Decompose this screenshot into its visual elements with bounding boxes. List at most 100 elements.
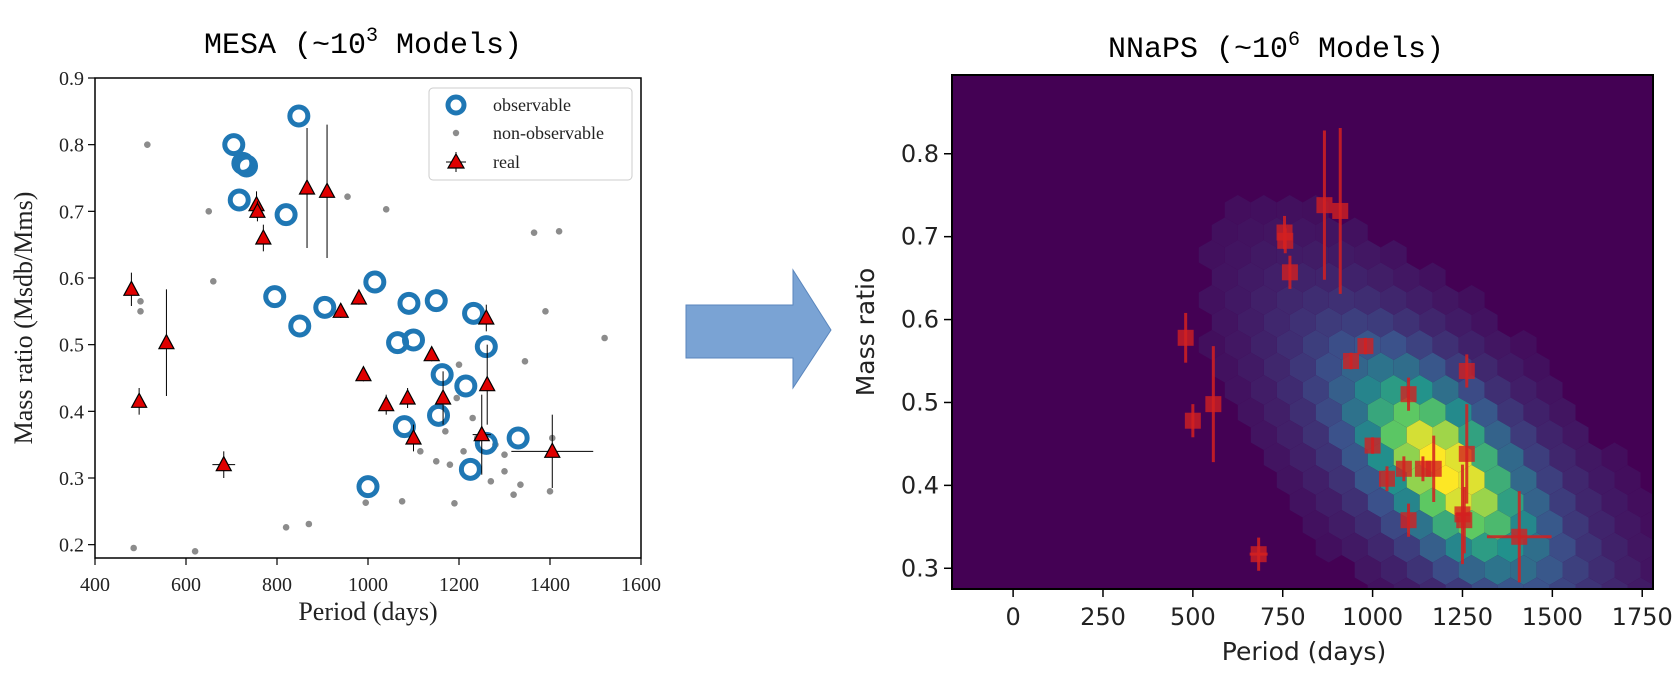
nnaps-overlay-point (1458, 362, 1475, 379)
hexbin-cell (1471, 442, 1498, 473)
hexbin-cell (1523, 487, 1550, 518)
y-tick-label: 0.9 (59, 68, 84, 90)
y-tick-label: 0.4 (901, 471, 939, 499)
hexbin-cell (1250, 420, 1277, 450)
hexbin-cell (1341, 217, 1368, 248)
hexbin-cell (1328, 510, 1355, 540)
nnaps-overlay-points (1177, 128, 1552, 583)
hexbin-cell (1211, 352, 1238, 383)
hexbin-cell (1458, 555, 1485, 585)
hexbin-cell (1432, 510, 1459, 540)
non-observable-point (398, 498, 406, 505)
real-point (318, 182, 336, 198)
hexbin-cell (1536, 510, 1563, 540)
hexbin-cell (1341, 307, 1368, 338)
non-observable-point (546, 488, 554, 495)
x-tick-label: 750 (1260, 603, 1306, 631)
hexbin-cell (1276, 375, 1303, 405)
hexbin-cell (1549, 532, 1576, 563)
hexbin-cell (1211, 217, 1238, 248)
hexbin-cell (1575, 487, 1602, 518)
x-tick-label: 250 (1080, 603, 1126, 631)
real-point (404, 428, 423, 445)
right-arrow-icon (685, 268, 832, 390)
y-tick-label: 0.7 (59, 201, 84, 223)
observable-point (424, 289, 448, 313)
hexbin-cell (1315, 352, 1342, 383)
hexbin-cell (1419, 307, 1446, 338)
hexbin-cell (1367, 262, 1394, 293)
hexbin-cell (1315, 532, 1342, 563)
hexbin-cell (1250, 285, 1277, 315)
observable-point (363, 270, 387, 294)
non-observable-point (501, 468, 508, 475)
hexbin-cell (1276, 465, 1303, 495)
hexbin-cell (1523, 397, 1550, 428)
non-observable-point (130, 544, 137, 552)
real-point (354, 365, 372, 382)
hexbin-cell (1276, 285, 1303, 315)
legend-real-marker (446, 152, 466, 169)
hexbin-cell (1380, 555, 1407, 585)
hexbin-cell (1367, 577, 1394, 589)
hexbin-cell (1289, 487, 1316, 518)
hexbin-cell (1224, 330, 1251, 360)
real-point (478, 375, 496, 392)
real-point (248, 202, 266, 218)
legend-real-label: real (493, 152, 520, 172)
hexbin-cell (1536, 375, 1563, 405)
hexbin-cell (1419, 532, 1446, 563)
non-observable-point (344, 193, 351, 200)
hexbin-cell (1354, 240, 1381, 270)
nnaps-overlay-point (1250, 546, 1267, 563)
x-tick-label: 1200 (439, 574, 479, 596)
hexbin-cell (1224, 195, 1251, 225)
legend-observable-label: observable (493, 95, 571, 115)
non-observable-point (451, 500, 458, 507)
hexbin-cell (1237, 217, 1264, 248)
hexbin-cell (1523, 352, 1550, 383)
hexbin-cell (1484, 375, 1511, 405)
nnaps-x-axis-label: Period (days) (1222, 637, 1386, 666)
hexbin-cell (1198, 330, 1225, 360)
hexbin-cell (1341, 397, 1368, 428)
hexbin-cell (1211, 262, 1238, 293)
hexbin-cell (1497, 442, 1524, 473)
non-observable-point (460, 448, 467, 455)
mesa-x-ticks: 400 600 800 1000 1200 1400 1600 (80, 558, 661, 596)
hexbin-cell (1250, 375, 1277, 405)
hexbin-cell (1536, 555, 1563, 585)
hexbin-cell (1393, 397, 1420, 428)
observable-point (462, 301, 486, 325)
non-observable-point (362, 499, 370, 506)
hexbin-cell (1445, 397, 1472, 428)
y-tick-label: 0.8 (59, 135, 84, 157)
hexbin-cell (1406, 285, 1433, 315)
hexbin-cell (1367, 532, 1394, 563)
hexbin-cell (1393, 532, 1420, 563)
hexbin-cell (1601, 442, 1628, 473)
hexbin-cell (1289, 217, 1316, 248)
legend-box (428, 87, 633, 181)
hexbin-cell (1393, 307, 1420, 338)
nnaps-overlay-point (1332, 202, 1349, 219)
hexbin-cell (1315, 487, 1342, 518)
observable-point (402, 328, 425, 352)
hexbin-cell (1536, 420, 1563, 450)
real-point (477, 308, 495, 325)
non-observable-point (555, 228, 563, 235)
hexbin-cell (1588, 555, 1615, 585)
hexbin-cell (1237, 262, 1264, 293)
hexbin-cell (1380, 285, 1407, 315)
non-observable-point (487, 478, 495, 485)
hexbin-cell (1263, 307, 1290, 338)
hexbin-cell (1536, 465, 1563, 495)
non-observable-point (144, 141, 151, 148)
hexbin-cell (1237, 397, 1264, 428)
y-tick-label: 0.3 (59, 468, 84, 490)
hexbin-cell (1471, 577, 1498, 589)
x-tick-label: 1750 (1612, 603, 1673, 631)
observable-point (356, 475, 380, 499)
x-tick-label: 1250 (1432, 603, 1493, 631)
hexbin-cell (1237, 352, 1264, 383)
